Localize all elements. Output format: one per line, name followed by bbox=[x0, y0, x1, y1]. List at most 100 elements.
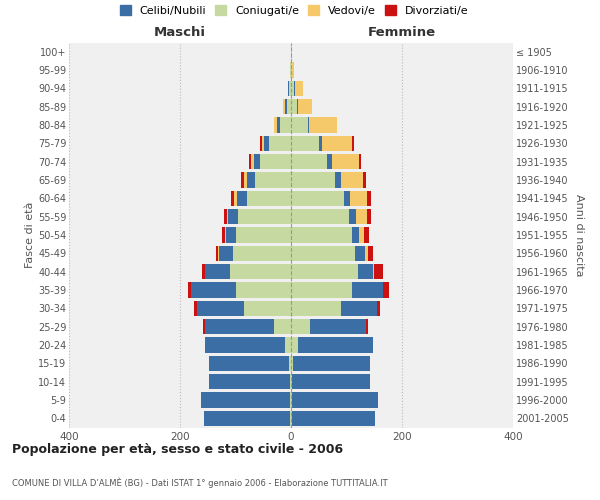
Bar bbox=[359, 228, 364, 242]
Bar bbox=[296, 99, 298, 114]
Bar bbox=[215, 246, 218, 261]
Bar bbox=[291, 301, 341, 316]
Bar bbox=[368, 246, 373, 261]
Bar bbox=[191, 282, 235, 298]
Bar bbox=[280, 118, 291, 132]
Bar bbox=[292, 411, 376, 426]
Bar bbox=[310, 118, 337, 132]
Bar bbox=[310, 319, 366, 334]
Bar bbox=[236, 191, 247, 206]
Bar bbox=[247, 191, 291, 206]
Bar bbox=[291, 374, 292, 389]
Bar bbox=[365, 246, 368, 261]
Bar bbox=[383, 282, 389, 298]
Bar bbox=[308, 118, 310, 132]
Bar bbox=[359, 154, 361, 169]
Bar bbox=[225, 228, 226, 242]
Bar bbox=[322, 136, 352, 151]
Text: COMUNE DI VILLA D’ALMÈ (BG) - Dati ISTAT 1° gennaio 2006 - Elaborazione TUTTITAL: COMUNE DI VILLA D’ALMÈ (BG) - Dati ISTAT… bbox=[12, 478, 388, 488]
Bar bbox=[291, 62, 292, 78]
Bar bbox=[231, 191, 234, 206]
Bar bbox=[238, 209, 291, 224]
Bar bbox=[352, 136, 354, 151]
Bar bbox=[241, 172, 244, 188]
Bar bbox=[294, 81, 295, 96]
Bar bbox=[205, 264, 230, 279]
Bar bbox=[298, 99, 311, 114]
Bar bbox=[247, 172, 255, 188]
Bar bbox=[291, 191, 344, 206]
Bar bbox=[292, 392, 378, 407]
Bar bbox=[291, 282, 352, 298]
Y-axis label: Anni di nascita: Anni di nascita bbox=[574, 194, 584, 276]
Bar bbox=[226, 228, 235, 242]
Bar bbox=[260, 136, 262, 151]
Bar bbox=[290, 411, 291, 426]
Bar bbox=[209, 374, 290, 389]
Bar bbox=[293, 356, 370, 371]
Bar bbox=[356, 209, 367, 224]
Bar bbox=[286, 338, 291, 352]
Bar bbox=[277, 118, 280, 132]
Bar bbox=[233, 246, 291, 261]
Bar bbox=[335, 172, 341, 188]
Bar bbox=[291, 172, 335, 188]
Bar bbox=[291, 246, 355, 261]
Bar bbox=[352, 282, 383, 298]
Bar bbox=[205, 338, 286, 352]
Bar bbox=[298, 338, 373, 352]
Bar bbox=[204, 411, 290, 426]
Y-axis label: Fasce di età: Fasce di età bbox=[25, 202, 35, 268]
Bar bbox=[274, 319, 291, 334]
Bar bbox=[319, 136, 322, 151]
Bar bbox=[291, 356, 293, 371]
Bar bbox=[288, 81, 289, 96]
Bar bbox=[291, 99, 296, 114]
Bar bbox=[244, 301, 291, 316]
Bar bbox=[262, 136, 265, 151]
Bar bbox=[283, 99, 285, 114]
Bar bbox=[367, 209, 371, 224]
Bar bbox=[291, 209, 349, 224]
Bar bbox=[363, 172, 366, 188]
Bar bbox=[366, 319, 368, 334]
Bar bbox=[291, 392, 292, 407]
Bar bbox=[269, 136, 291, 151]
Bar bbox=[292, 62, 295, 78]
Bar bbox=[352, 228, 359, 242]
Bar bbox=[289, 81, 291, 96]
Bar bbox=[374, 264, 383, 279]
Bar bbox=[290, 392, 291, 407]
Bar bbox=[327, 154, 332, 169]
Bar bbox=[295, 81, 303, 96]
Bar bbox=[341, 301, 377, 316]
Bar bbox=[228, 209, 238, 224]
Bar bbox=[230, 264, 291, 279]
Bar bbox=[291, 81, 294, 96]
Bar bbox=[224, 209, 227, 224]
Bar bbox=[188, 282, 191, 298]
Bar bbox=[291, 154, 327, 169]
Bar bbox=[197, 301, 244, 316]
Text: Popolazione per età, sesso e stato civile - 2006: Popolazione per età, sesso e stato civil… bbox=[12, 442, 343, 456]
Bar bbox=[291, 411, 292, 426]
Text: Femmine: Femmine bbox=[368, 26, 436, 39]
Bar bbox=[222, 228, 225, 242]
Bar bbox=[373, 264, 374, 279]
Bar bbox=[244, 172, 247, 188]
Bar bbox=[367, 191, 371, 206]
Bar bbox=[235, 282, 291, 298]
Bar bbox=[209, 356, 289, 371]
Bar bbox=[341, 172, 363, 188]
Bar bbox=[251, 154, 254, 169]
Bar bbox=[289, 356, 291, 371]
Bar bbox=[265, 136, 269, 151]
Bar bbox=[255, 172, 291, 188]
Bar bbox=[235, 228, 291, 242]
Bar bbox=[291, 319, 310, 334]
Bar bbox=[291, 264, 358, 279]
Text: Maschi: Maschi bbox=[154, 26, 206, 39]
Bar bbox=[260, 154, 291, 169]
Bar bbox=[274, 118, 277, 132]
Bar bbox=[291, 136, 319, 151]
